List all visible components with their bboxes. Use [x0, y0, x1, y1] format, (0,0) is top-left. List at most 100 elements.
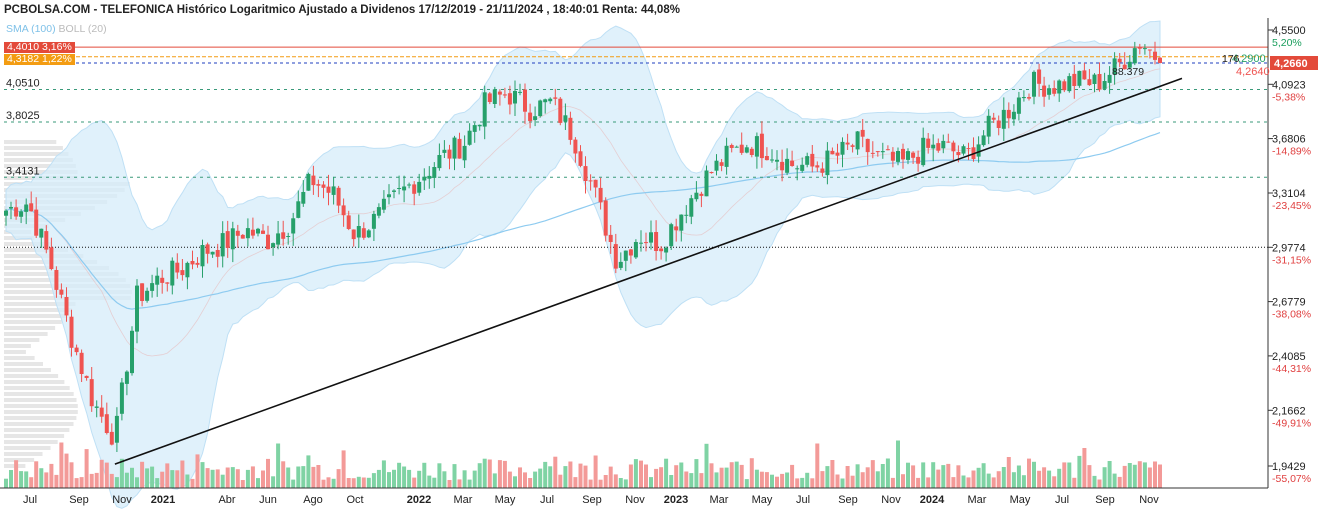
- candle-body: [749, 148, 754, 155]
- candle-body: [235, 230, 240, 236]
- volume-bar: [538, 468, 543, 488]
- volume-bar: [911, 465, 916, 488]
- last-price-box: [1270, 56, 1318, 70]
- volume-bar: [664, 458, 669, 488]
- candle-body: [392, 190, 396, 192]
- volume-bar: [507, 471, 512, 488]
- volume-bar: [34, 461, 39, 488]
- volume-bar: [558, 474, 563, 488]
- candle-body: [976, 144, 981, 157]
- candle-body: [805, 156, 810, 165]
- volume-bar: [1037, 470, 1042, 488]
- volume-bar: [376, 469, 381, 488]
- candle-body: [170, 260, 175, 286]
- orange-level-tag: 4,3182 1,22%: [4, 54, 75, 65]
- candle-body: [633, 242, 638, 258]
- volume-profile-bar: [4, 422, 74, 426]
- volume-profile-bar: [4, 368, 51, 372]
- x-tick-label: Jul: [23, 494, 37, 506]
- volume-bar: [321, 479, 326, 488]
- volume-profile-bar: [4, 308, 73, 312]
- sma-line: [5, 132, 1161, 310]
- y-tick-label: 2,9774: [1272, 242, 1306, 254]
- candle-body: [190, 261, 195, 265]
- candle-body: [1082, 70, 1087, 80]
- volume-bar: [79, 477, 84, 488]
- red-value-label: 4,2640: [1236, 66, 1270, 78]
- candle-body: [215, 250, 220, 257]
- volume-bar: [19, 471, 24, 488]
- volume-bar: [971, 470, 976, 488]
- volume-bar: [860, 472, 865, 488]
- volume-bar: [256, 478, 260, 488]
- x-tick-label: Mar: [710, 494, 729, 506]
- candle-body: [225, 231, 230, 248]
- volume-profile-bar: [4, 152, 69, 156]
- candle-body: [250, 229, 255, 236]
- candle-body: [961, 146, 966, 154]
- volume-bar: [150, 466, 155, 488]
- volume-bar: [850, 475, 855, 488]
- candle-body: [810, 153, 815, 167]
- volume-bar: [180, 460, 185, 488]
- volume-bar: [1072, 477, 1077, 488]
- volume-bar: [709, 463, 714, 488]
- candlesticks: [4, 41, 1162, 452]
- volume-bar: [896, 440, 900, 488]
- volume-bar: [99, 459, 104, 488]
- candle-body: [256, 228, 260, 234]
- volume-bar: [200, 462, 205, 488]
- candle-body: [195, 262, 200, 265]
- x-tick-label: Sep: [1095, 494, 1115, 506]
- candle-body: [694, 192, 699, 200]
- volume-bar: [628, 464, 633, 488]
- volume-bar: [59, 442, 64, 488]
- volume-bar: [855, 464, 860, 488]
- volume-bar: [674, 465, 679, 488]
- candle-body: [1006, 109, 1011, 119]
- last-price-label: 4,2660: [1274, 58, 1308, 70]
- candle-body: [981, 135, 986, 146]
- candle-body: [1011, 111, 1016, 120]
- volume-bar: [518, 467, 522, 488]
- volume-profile-bar: [4, 440, 58, 444]
- volume-bar: [64, 453, 69, 488]
- volume-bar: [916, 477, 921, 488]
- volume-bar: [744, 479, 749, 488]
- candle-body: [603, 200, 608, 236]
- volume-bar: [764, 472, 769, 488]
- candle-body: [180, 270, 185, 276]
- volume-bar: [840, 478, 845, 488]
- chart-title: PCBOLSA.COM - TELEFONICA Histórico Logar…: [4, 4, 680, 16]
- candle-body: [427, 175, 432, 179]
- candle-body: [679, 214, 684, 231]
- volume-bar: [613, 474, 618, 488]
- volume-bar: [381, 460, 386, 488]
- volume-bar: [190, 478, 195, 488]
- candle-body: [573, 139, 578, 154]
- y-pct-label: -49,91%: [1272, 417, 1311, 429]
- volume-profile-bar: [4, 170, 78, 174]
- candle-body: [119, 382, 124, 414]
- x-tick-label: 2024: [920, 494, 945, 506]
- volume-bar: [114, 477, 119, 488]
- candle-body: [996, 120, 1001, 128]
- candle-body: [185, 262, 190, 278]
- candle-body: [452, 137, 457, 159]
- volume-bar: [291, 479, 296, 488]
- candle-body: [875, 151, 880, 153]
- volume-bar: [835, 474, 840, 488]
- volume-profile-bar: [4, 314, 68, 318]
- x-tick-label: 2022: [407, 494, 431, 506]
- candle-body: [830, 150, 835, 155]
- candle-body: [689, 198, 694, 217]
- volume-profile-bar: [4, 356, 35, 360]
- candle-body: [926, 138, 931, 148]
- volume-bar: [573, 477, 578, 488]
- volume-bar: [1006, 457, 1011, 488]
- candle-body: [1021, 97, 1026, 99]
- volume-bar: [492, 473, 497, 488]
- candle-body: [568, 117, 573, 140]
- candle-body: [1112, 58, 1117, 75]
- x-tick-label: Abr: [218, 494, 235, 506]
